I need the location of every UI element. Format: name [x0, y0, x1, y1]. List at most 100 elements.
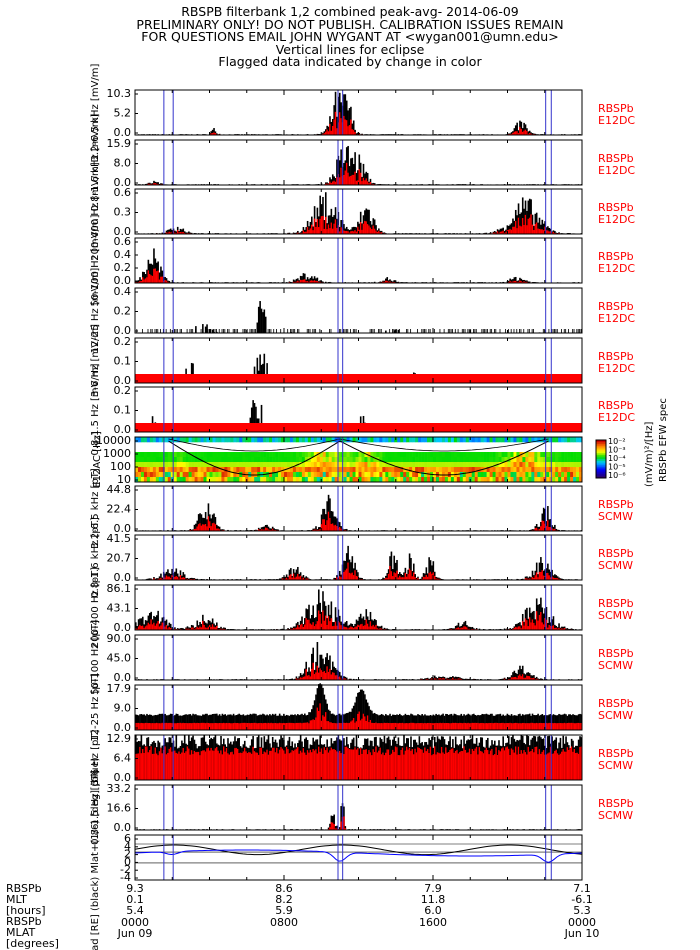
- avg-bar: [315, 281, 317, 283]
- spectrogram-cell: [391, 457, 395, 463]
- spectrogram-cell: [257, 437, 261, 443]
- spectrogram-cell: [394, 462, 398, 468]
- avg-bar: [368, 183, 370, 185]
- avg-bar: [547, 230, 549, 234]
- avg-bar: [407, 574, 409, 580]
- peak-bar: [372, 329, 374, 333]
- spectrogram-cell: [278, 472, 282, 478]
- plot-header: RBSPB filterbank 1,2 combined peak-avg- …: [0, 5, 700, 69]
- spectrogram-cell: [504, 437, 508, 443]
- colorbar-segment: [596, 451, 606, 454]
- avg-bar: [348, 232, 351, 234]
- spectrogram-cell: [284, 437, 288, 443]
- avg-bar: [387, 281, 390, 283]
- peak-bar: [527, 200, 530, 234]
- peak-bar: [182, 228, 185, 234]
- peak-bar: [211, 514, 214, 531]
- spectrogram-cell: [269, 462, 273, 468]
- spectrogram-cell: [221, 437, 225, 443]
- avg-bar: [376, 231, 379, 234]
- spectrogram-cell: [152, 452, 157, 458]
- spectrogram-cell: [400, 462, 404, 468]
- warning-line-1: PRELIMINARY ONLY! DO NOT PUBLISH. CALIBR…: [136, 16, 564, 32]
- spectrogram-cell: [328, 467, 332, 473]
- spectrogram-cell: [379, 462, 383, 468]
- spectrogram-cell: [143, 452, 148, 458]
- peak-bar: [160, 573, 162, 580]
- peak-bar: [185, 578, 187, 580]
- spectrogram-cell: [173, 462, 178, 468]
- spectrogram-cell: [173, 457, 178, 463]
- avg-bar: [352, 130, 355, 135]
- peak-bar: [561, 329, 562, 333]
- spectrogram-cell: [531, 472, 535, 478]
- avg-bar: [165, 280, 168, 283]
- peak-bar: [507, 280, 510, 283]
- spectrogram-cell: [489, 472, 493, 478]
- spectrogram-cell: [289, 452, 294, 458]
- peak-bar: [151, 264, 154, 283]
- spectrogram-cell: [567, 452, 571, 458]
- y-tick-label: 5.2: [114, 107, 132, 120]
- spectrogram-cell: [370, 467, 374, 473]
- avg-bar: [498, 232, 500, 234]
- peak-bar: [343, 560, 345, 580]
- avg-bar: [338, 231, 341, 234]
- spectrogram-cell: [334, 472, 338, 478]
- avg-bar: [155, 183, 158, 185]
- peak-bar: [528, 281, 531, 283]
- avg-bar: [323, 133, 326, 135]
- spectrogram-cell: [376, 452, 380, 458]
- avg-bar: [183, 577, 186, 580]
- peak-bar: [338, 570, 341, 580]
- avg-bar: [197, 524, 200, 531]
- peak-bar: [394, 329, 396, 333]
- peak-bar: [528, 329, 530, 333]
- spectrogram-cell: [254, 467, 258, 473]
- spectrogram-cell: [576, 457, 580, 463]
- avg-bar: [213, 132, 215, 135]
- spectrogram-cell: [307, 452, 312, 458]
- spectrogram-cell: [260, 477, 264, 483]
- spectrogram-cell: [516, 437, 520, 443]
- avg-bar: [369, 227, 372, 234]
- peak-bar: [143, 272, 145, 283]
- spectrogram-cell: [412, 437, 416, 443]
- spectrogram-cell: [170, 467, 175, 473]
- peak-bar: [452, 329, 453, 333]
- peak-bar: [189, 329, 191, 333]
- peak-bar: [322, 196, 324, 234]
- spectrogram-cell: [480, 452, 484, 458]
- peak-bar: [576, 329, 578, 333]
- spectrogram-cell: [421, 457, 425, 463]
- spectrogram-cell: [361, 472, 365, 478]
- spectrogram-cell: [152, 437, 157, 443]
- peak-bar: [345, 528, 348, 531]
- peak-bar: [461, 329, 463, 333]
- spectrogram-cell: [573, 467, 577, 473]
- spectrogram-cell: [286, 477, 291, 483]
- spectrogram-cell: [522, 462, 526, 468]
- spectrogram-cell: [215, 457, 219, 463]
- spectrogram-cell: [179, 467, 183, 473]
- spectrogram-cell: [188, 462, 192, 468]
- spectrogram-cell: [385, 457, 389, 463]
- spectrogram-cell: [367, 477, 371, 483]
- avg-bar: [147, 183, 150, 185]
- spectrogram-cell: [385, 452, 389, 458]
- peak-bar: [519, 329, 520, 333]
- peak-bar: [188, 231, 190, 234]
- avg-bar: [313, 218, 316, 234]
- avg-bar: [271, 528, 274, 531]
- spectrogram-cell: [510, 452, 514, 458]
- spectrogram-cell: [456, 462, 461, 468]
- avg-bar: [436, 578, 439, 580]
- avg-bar: [206, 526, 208, 531]
- spectrogram-cell: [558, 462, 562, 468]
- spectrogram-cell: [471, 457, 476, 463]
- spectrogram-cell: [507, 467, 511, 473]
- spectrogram-cell: [233, 457, 237, 463]
- avg-bar: [338, 576, 341, 580]
- avg-bar: [344, 570, 347, 580]
- peak-bar: [185, 232, 187, 234]
